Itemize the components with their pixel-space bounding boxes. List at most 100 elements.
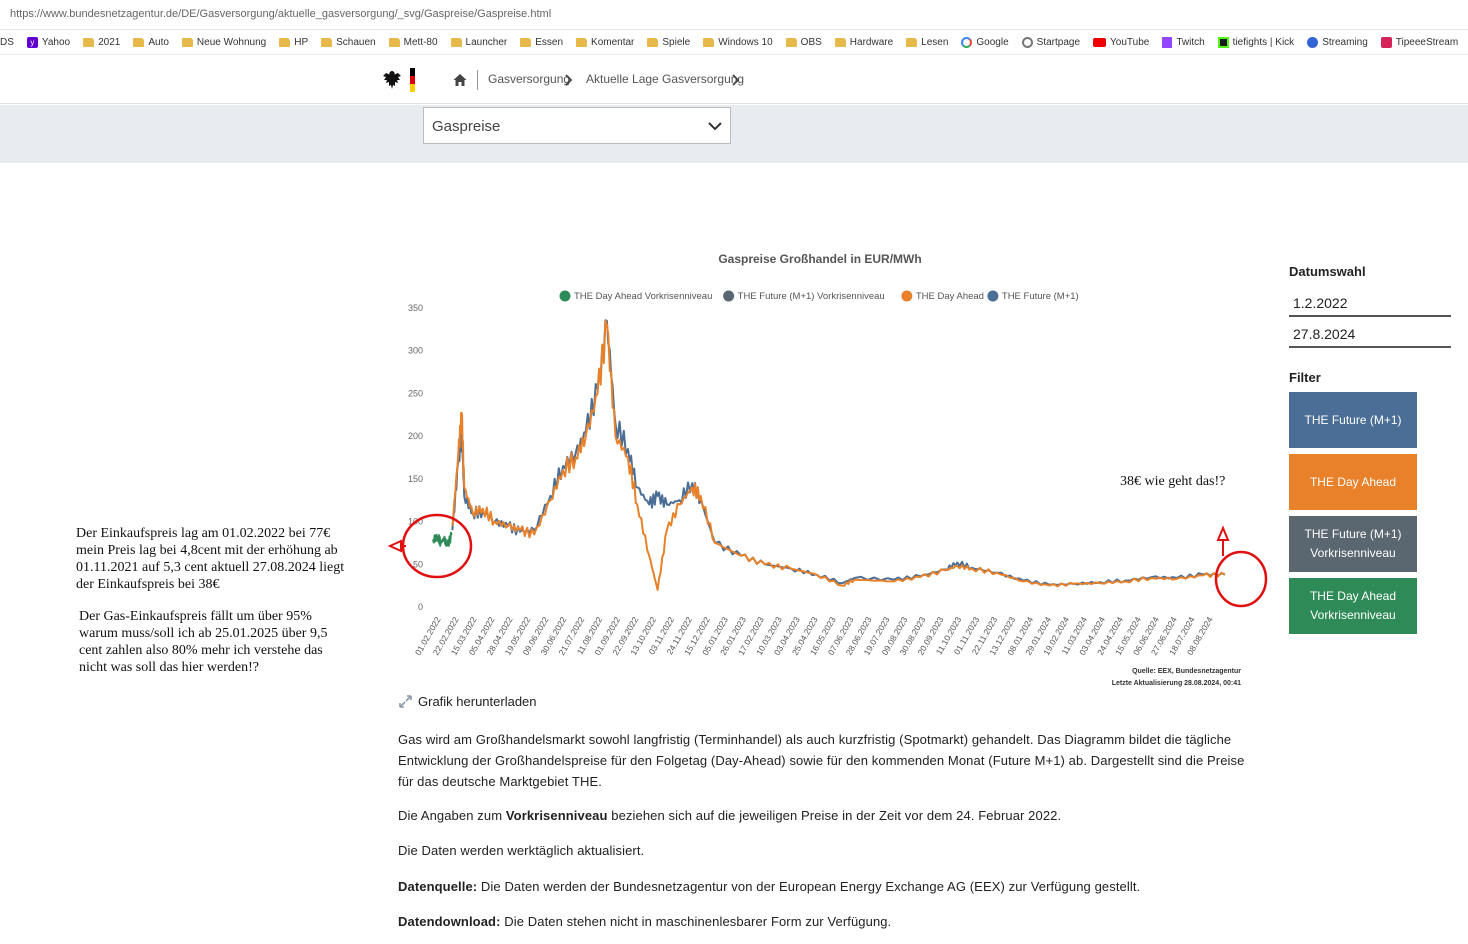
bookmark-item[interactable]: Spiele: [647, 37, 690, 48]
bookmark-item[interactable]: Streaming: [1307, 37, 1368, 48]
legend-marker: [901, 290, 913, 302]
topic-select-value: Gaspreise: [432, 118, 501, 135]
y-tick-label: 50: [413, 559, 423, 569]
site-header: Gasversorgung Aktuelle Lage Gasversorgun…: [0, 56, 1468, 104]
bookmark-item[interactable]: Neue Wohnung: [181, 37, 266, 48]
bookmark-label: Launcher: [465, 37, 508, 48]
folder-icon: [785, 38, 797, 47]
download-chart-label: Grafik herunterladen: [418, 694, 537, 709]
bookmark-item[interactable]: Google: [961, 37, 1009, 48]
text-bold: Datendownload:: [398, 914, 501, 929]
intro-paragraph: Gas wird am Großhandelsmarkt sowohl lang…: [398, 732, 1245, 789]
y-tick-label: 0: [418, 602, 423, 612]
text-bold: Vorkrisenniveau: [505, 808, 608, 823]
update-paragraph: Die Daten werden werktäglich aktualisier…: [398, 843, 645, 858]
breadcrumb-aktuelle-lage[interactable]: Aktuelle Lage Gasversorgung: [586, 72, 745, 86]
folder-icon: [576, 38, 588, 47]
bookmark-item[interactable]: DS: [0, 37, 14, 48]
federal-eagle-icon[interactable]: [380, 68, 404, 92]
bookmark-label: Streaming: [1322, 37, 1368, 48]
legend-marker: [559, 290, 571, 302]
bookmark-item[interactable]: Startpage: [1021, 37, 1080, 48]
annotation-left-2: Der Gas-Einkaufspreis fällt um über 95% …: [79, 608, 327, 676]
folder-icon: [647, 38, 659, 47]
tipeee-icon: [1380, 37, 1392, 48]
date-to-input[interactable]: [1289, 322, 1451, 348]
topic-select[interactable]: Gaspreise: [423, 107, 731, 144]
filter-title: Filter: [1289, 370, 1321, 385]
filter-future-m1-vorkrise-button[interactable]: THE Future (M+1) Vorkrisenniveau: [1289, 516, 1417, 572]
bookmark-item[interactable]: Hardware: [834, 37, 894, 48]
text-span: beziehen sich auf die jeweiligen Preise …: [607, 808, 1062, 823]
annotation-line: der Einkaufspreis bei 38€: [76, 577, 220, 592]
bookmark-item[interactable]: Schauen: [321, 37, 376, 48]
y-tick-label: 300: [408, 346, 423, 356]
bookmark-item[interactable]: 2021: [83, 37, 120, 48]
source-paragraph: Datenquelle: Die Daten werden der Bundes…: [398, 876, 1248, 897]
bookmark-item[interactable]: OBS: [785, 37, 822, 48]
bookmark-item[interactable]: YouTube: [1093, 37, 1149, 48]
page-topic-band: [0, 105, 1468, 163]
bookmark-item[interactable]: Launcher: [450, 37, 508, 48]
search-icon: [1021, 37, 1033, 48]
filter-day-ahead-vorkrise-button[interactable]: THE Day Ahead Vorkrisenniveau: [1289, 578, 1417, 634]
y-tick-label: 350: [408, 303, 423, 313]
bookmark-label: Twitch: [1176, 37, 1205, 48]
legend-label: THE Day Ahead Vorkrisenniveau: [574, 291, 712, 302]
bookmark-item[interactable]: HP: [279, 37, 308, 48]
address-bar[interactable]: https://www.bundesnetzagentur.de/DE/Gasv…: [0, 0, 1468, 30]
bookmark-item[interactable]: Windows 10: [703, 37, 773, 48]
date-from-input[interactable]: [1289, 291, 1451, 317]
annotation-line: warum muss/soll ich ab 25.01.2025 über 9…: [79, 626, 328, 641]
y-tick-label: 200: [408, 431, 423, 441]
bookmark-item[interactable]: TipeeeStream: [1380, 37, 1458, 48]
filter-day-ahead-button[interactable]: THE Day Ahead: [1289, 454, 1417, 510]
bookmark-item[interactable]: Komentar: [576, 37, 634, 48]
breadcrumb-gasversorgung[interactable]: Gasversorgung: [488, 72, 571, 86]
kick-icon: [1217, 37, 1229, 48]
circle-marker-start: [401, 513, 473, 579]
series-line: [451, 319, 1226, 591]
folder-icon: [520, 38, 532, 47]
bookmark-item[interactable]: Twitch: [1162, 37, 1205, 48]
breadcrumb-separator: [477, 70, 478, 90]
text-span: Die Daten werden der Bundesnetzagentur v…: [477, 879, 1141, 894]
series-line: [432, 531, 453, 547]
folder-icon: [321, 38, 333, 47]
folder-icon: [450, 38, 462, 47]
arrow-up-icon: [1216, 525, 1230, 541]
bookmark-item[interactable]: Essen: [520, 37, 563, 48]
flag-stripe-black: [410, 68, 415, 76]
annotation-line: Der Einkaufspreis lag am 01.02.2022 bei …: [76, 526, 331, 541]
bookmark-item[interactable]: Auto: [133, 37, 169, 48]
chart-last-update: Letzte Aktualisierung 28.08.2024, 00:41: [1112, 680, 1241, 687]
folder-icon: [181, 38, 193, 47]
bookmark-label: Mett-80: [403, 37, 438, 48]
bookmark-label: Hardware: [849, 37, 894, 48]
folder-icon: [388, 38, 400, 47]
bookmark-label: tiefights | Kick: [1232, 37, 1295, 48]
y-tick-label: 250: [408, 388, 423, 398]
bookmark-item[interactable]: Lesen: [906, 37, 948, 48]
chart-title: Gaspreise Großhandel in EUR/MWh: [718, 252, 921, 266]
bookmark-item[interactable]: tiefights | Kick: [1217, 37, 1295, 48]
bookmark-label: Lesen: [921, 37, 949, 48]
y-tick-label: 150: [408, 474, 423, 484]
legend-label: THE Future (M+1): [1002, 291, 1079, 302]
annotation-line: nicht was soll das hier werden!?: [79, 660, 259, 675]
twitch-icon: [1162, 37, 1173, 48]
chevron-right-icon: [732, 74, 740, 86]
bookmark-label: Yahoo: [41, 37, 71, 48]
arrow-left-icon: [387, 539, 402, 553]
annotation-right: 38€ wie geht das!?: [1120, 474, 1226, 489]
annotation-left-1: Der Einkaufspreis lag am 01.02.2022 bei …: [76, 525, 344, 593]
bookmark-item[interactable]: y Yahoo: [26, 37, 71, 48]
vorkrise-paragraph: Die Angaben zum Vorkrisenniveau beziehen…: [398, 805, 1248, 826]
home-icon[interactable]: [452, 72, 468, 88]
bookmark-label: Essen: [535, 37, 564, 48]
yahoo-icon: y: [26, 37, 38, 48]
filter-future-m1-button[interactable]: THE Future (M+1): [1289, 392, 1417, 448]
bookmark-item[interactable]: Mett-80: [388, 37, 438, 48]
download-chart-link[interactable]: Grafik herunterladen: [399, 694, 537, 709]
